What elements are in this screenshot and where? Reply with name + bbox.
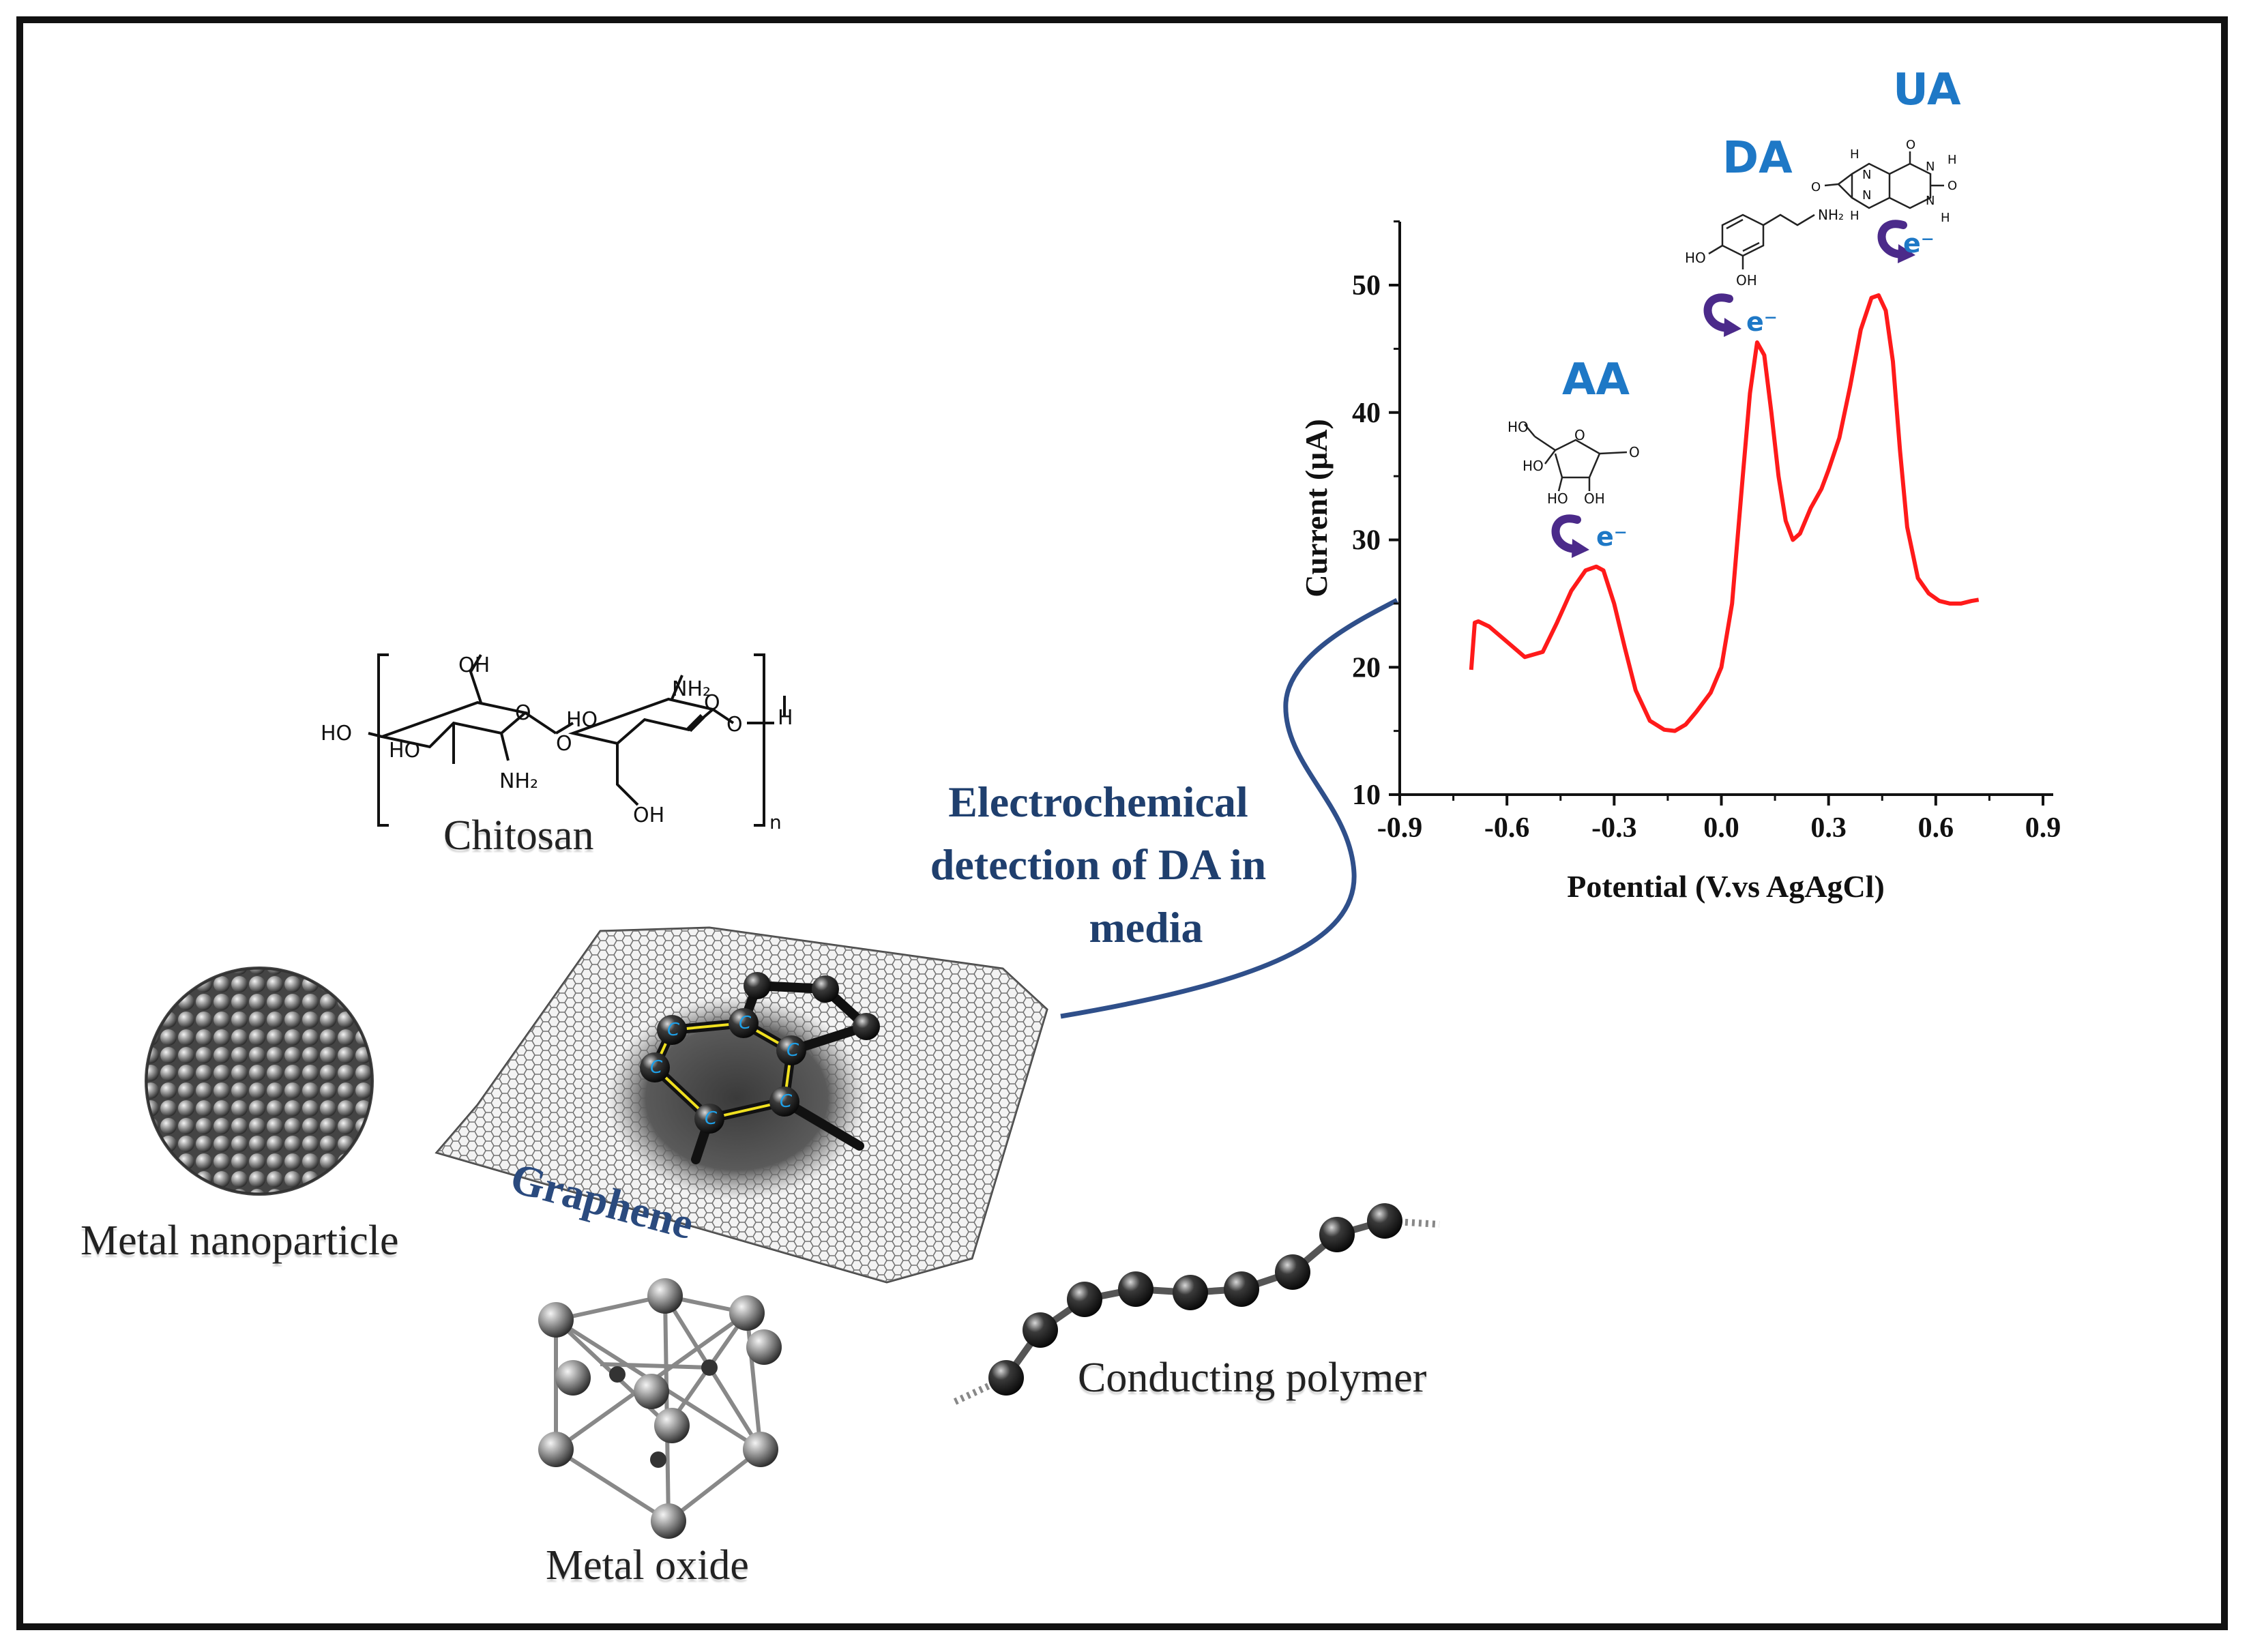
x-axis-label: Potential (V.vs AgAgCl) <box>1567 869 1885 904</box>
metal-oxide-label: Metal oxide <box>546 1542 749 1589</box>
carbon-label: C <box>667 1020 680 1040</box>
chitosan-atom: O <box>726 713 743 737</box>
chitosan-atom: HO <box>321 722 352 746</box>
da-atom: HO <box>1685 250 1706 266</box>
chitosan-repeat-n: n <box>769 811 782 834</box>
da-electron-label: e⁻ <box>1746 307 1778 337</box>
y-tick-label: 40 <box>1352 398 1381 429</box>
ua-electron-arrow-icon: e⁻ <box>1877 220 1935 263</box>
x-tick-label: 0.0 <box>1703 812 1739 844</box>
aa-atom-labels: HO HO O O HO OH <box>1508 419 1640 507</box>
y-tick-label: 50 <box>1352 270 1381 301</box>
x-tick-label: 0.3 <box>1810 812 1847 844</box>
chitosan-structure <box>368 653 786 827</box>
carbon-label: C <box>705 1108 718 1129</box>
detection-title-line-3: media <box>1089 903 1203 952</box>
ua-atom: N <box>1862 188 1871 203</box>
graphene-carbon-atoms <box>640 972 880 1134</box>
y-tick-label: 30 <box>1352 525 1381 557</box>
da-molecule <box>1708 213 1815 269</box>
graphene-sheet: C C C C C C <box>435 926 1048 1284</box>
chitosan-atom: H <box>778 706 793 730</box>
chitosan-label: Chitosan <box>443 812 594 859</box>
dpv-curve <box>1469 293 1980 733</box>
da-atom: OH <box>1736 272 1757 289</box>
ua-atom: O <box>1906 138 1915 152</box>
da-atom-labels: NH₂ HO OH <box>1685 207 1844 289</box>
ua-electron-label: e⁻ <box>1903 228 1935 259</box>
ua-atom: O <box>1947 179 1957 193</box>
carbon-label: C <box>650 1057 663 1078</box>
detection-title-line-2: detection of DA in <box>930 840 1267 889</box>
y-axis-ticks: 10 20 30 40 50 <box>1352 220 1400 811</box>
x-tick-label: 0.6 <box>1918 812 1954 844</box>
metal-oxide-crystal <box>538 1278 782 1539</box>
ua-atom: O <box>1811 180 1821 194</box>
conducting-polymer-label: Conducting polymer <box>1078 1355 1427 1401</box>
ua-label: UA <box>1893 65 1961 115</box>
x-tick-label: -0.6 <box>1484 812 1530 844</box>
chitosan-atom: HO <box>566 708 598 732</box>
y-tick-label: 10 <box>1352 780 1381 811</box>
chitosan-atom: O <box>556 732 572 756</box>
chitosan-atom: HO <box>389 739 420 763</box>
y-axis-label: Current (μA) <box>1299 419 1334 598</box>
ua-molecule <box>1824 151 1944 209</box>
aa-atom: OH <box>1584 490 1605 507</box>
figure-frame <box>16 16 2228 1630</box>
aa-atom: O <box>1574 427 1585 443</box>
detection-title: Electrochemical detection of DA in media <box>887 771 1310 959</box>
ua-atom: N <box>1926 194 1935 208</box>
metal-nanoparticle-label: Metal nanoparticle <box>80 1218 399 1264</box>
chitosan-atom: OH <box>633 803 664 827</box>
graphene-carbon-labels: C C C C C C <box>650 1013 799 1129</box>
da-label: DA <box>1722 133 1793 183</box>
ua-atom-labels: H O H O N N O N N H H <box>1811 138 1957 225</box>
x-tick-label: -0.3 <box>1591 812 1637 844</box>
aa-label: AA <box>1562 355 1630 405</box>
dpv-chart: 10 20 30 40 50 -0.9 -0.6 -0.3 0.0 0.3 0.6 0.9 Curr… <box>1299 220 2061 904</box>
x-axis-ticks: -0.9 -0.6 -0.3 0.0 0.3 0.6 0.9 <box>1377 795 2061 844</box>
y-tick-label: 20 <box>1352 652 1381 683</box>
conducting-polymer-chain <box>953 1203 1440 1405</box>
aa-atom: O <box>1629 444 1640 460</box>
ua-atom: H <box>1947 153 1957 167</box>
ua-atom: N <box>1926 160 1935 174</box>
da-electron-arrow-icon: e⁻ <box>1703 293 1778 337</box>
aa-electron-label: e⁻ <box>1596 522 1628 552</box>
ua-atom: H <box>1850 209 1860 223</box>
aa-atom: HO <box>1547 490 1568 507</box>
aa-atom: HO <box>1508 419 1529 435</box>
chitosan-right-bracket <box>754 653 765 827</box>
ua-atom: H <box>1850 147 1860 162</box>
chitosan-atom: NH₂ <box>672 677 711 701</box>
carbon-label: C <box>780 1091 793 1112</box>
x-tick-label: -0.9 <box>1377 812 1423 844</box>
ua-atom: H <box>1941 211 1950 225</box>
chitosan-atom: O <box>704 691 720 715</box>
chitosan-atom: NH₂ <box>499 769 538 793</box>
electron-transfer-arrows: e⁻ e⁻ e⁻ <box>1551 220 1935 558</box>
x-tick-label: 0.9 <box>2025 812 2061 844</box>
chitosan-atom: OH <box>458 653 490 677</box>
carbon-label: C <box>739 1013 752 1033</box>
aa-atom: HO <box>1523 458 1544 474</box>
detection-title-line-1: Electrochemical <box>948 778 1248 826</box>
chitosan-left-bracket <box>377 653 389 827</box>
metal-nanoparticle-sphere <box>145 967 374 1196</box>
graphene-to-chart-connector <box>1060 598 1398 1019</box>
da-atom: NH₂ <box>1818 207 1844 223</box>
chitosan-atom: O <box>515 701 531 725</box>
chitosan-atom-labels: HO HO OH NH₂ O O HO NH₂ O OH O H n <box>321 653 793 834</box>
aa-electron-arrow-icon: e⁻ <box>1551 514 1628 558</box>
aa-molecule <box>1524 424 1628 492</box>
carbon-label: C <box>787 1040 799 1061</box>
ua-atom: N <box>1862 168 1871 182</box>
